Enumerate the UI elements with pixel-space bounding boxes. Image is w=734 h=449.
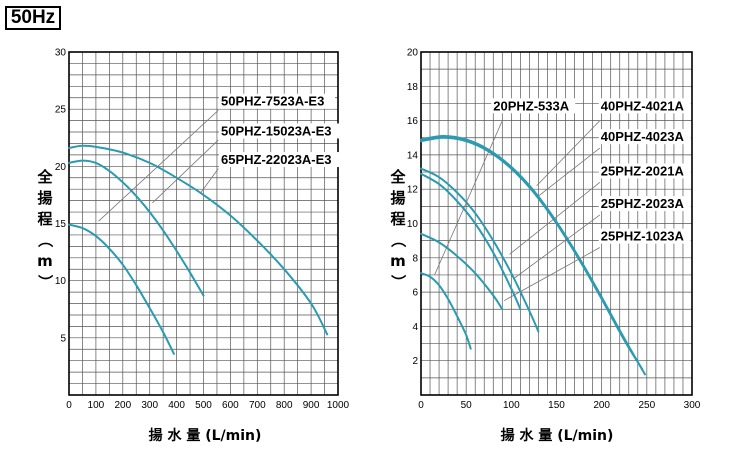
curve-20PHZ-533A [420, 272, 472, 350]
leader-line [536, 120, 601, 187]
leader-line [434, 120, 503, 276]
label-background [218, 93, 335, 109]
x-tick-label: 900 [303, 400, 320, 411]
curve-label: 25PHZ-2021A [601, 163, 685, 178]
x-tick-label: 150 [548, 400, 565, 411]
x-tick-label: 0 [418, 400, 424, 411]
x-tick-label: 300 [141, 400, 158, 411]
y-axis-label-char: 程 [37, 210, 52, 228]
x-tick-label: 1000 [327, 400, 350, 411]
y-tick-label: 5 [60, 333, 66, 344]
y-tick-label: 25 [55, 105, 67, 116]
x-tick-label: 500 [195, 400, 212, 411]
y-tick-label: 6 [412, 288, 418, 299]
label-background [598, 228, 691, 244]
y-tick-label: 20 [55, 162, 67, 173]
y-tick-label: 4 [412, 322, 418, 333]
leader-line [513, 214, 601, 279]
x-tick-label: 400 [168, 400, 185, 411]
label-background [598, 129, 691, 145]
leader-line [509, 182, 601, 255]
label-background [598, 196, 691, 212]
curve-label: 50PHZ-15023A-E3 [221, 123, 332, 138]
curve-label: 65PHZ-22023A-E3 [221, 152, 332, 167]
y-axis-label-char: m [37, 252, 53, 270]
grid-left [69, 52, 338, 395]
y-axis-label-char: 全 [389, 168, 406, 186]
y-axis-label-char: 揚 [390, 189, 405, 207]
frequency-badge: 50Hz [5, 6, 61, 30]
x-tick-label: 700 [249, 400, 266, 411]
x-tick-label: 0 [66, 400, 72, 411]
x-axis-label: 揚 水 量 (L/min) [149, 427, 262, 444]
y-tick-label: 8 [412, 253, 418, 264]
plot-frame-right [420, 51, 693, 396]
y-tick-label: 15 [55, 219, 67, 230]
x-tick-label: 200 [593, 400, 610, 411]
label-background [598, 163, 691, 179]
x-tick-label: 50 [461, 400, 473, 411]
y-tick-label: 14 [407, 150, 419, 161]
leader-line [98, 110, 219, 222]
chart-left: 0 100 200 300 400 500 600 700 800 900 1000 5 10 15 20 2… [36, 48, 350, 445]
leader-line [200, 168, 219, 193]
y-tick-label: 12 [407, 185, 419, 196]
y-axis-label-char: m [390, 252, 406, 270]
y-tick-label: 20 [407, 48, 419, 59]
y-axis-label-char: 程 [390, 210, 405, 228]
curve-25PHZ-2023A [420, 172, 522, 311]
x-tick-label: 100 [88, 400, 105, 411]
curve-25PHZ-1023A [420, 232, 504, 311]
y-axis-label-char: （ [36, 232, 54, 247]
curve-40PHZ-4023A [420, 134, 646, 376]
curve-label: 25PHZ-1023A [601, 229, 685, 244]
x-tick-label: 300 [684, 400, 701, 411]
x-tick-label: 100 [503, 400, 520, 411]
y-tick-label: 10 [55, 276, 67, 287]
y-axis-label-char: ） [36, 274, 54, 289]
y-tick-label: 2 [412, 356, 418, 367]
label-background [218, 123, 343, 139]
y-tick-label: 18 [407, 82, 419, 93]
leader-line [152, 139, 219, 204]
curve-50PHZ-7523A-E3 [68, 223, 175, 355]
y-tick-label: 16 [407, 116, 419, 127]
curve-label: 20PHZ-533A [493, 98, 569, 113]
y-tick-label: 30 [55, 48, 67, 59]
curve-25PHZ-2021A [420, 167, 540, 333]
y-axis-label-char: 全 [36, 168, 53, 186]
curve-label: 40PHZ-4021A [601, 98, 685, 113]
curve-label: 40PHZ-4023A [601, 129, 685, 144]
x-tick-label: 600 [222, 400, 239, 411]
label-background [218, 152, 343, 168]
plot-frame-left [68, 51, 339, 396]
curve-label: 50PHZ-7523A-E3 [221, 94, 324, 109]
label-background [491, 98, 576, 114]
y-axis-label-char: 揚 [37, 189, 52, 207]
leader-line [538, 147, 601, 197]
curve-65PHZ-22023A-E3 [68, 144, 329, 336]
chart-right: 0 50 100 150 200 250 300 2 4 6 8 10 12 14 16 18 20 全揚程 （ m ）… [389, 48, 701, 445]
curve-50PHZ-15023A-E3 [68, 159, 205, 297]
label-background [598, 98, 691, 114]
x-tick-label: 200 [114, 400, 131, 411]
y-tick-label: 10 [407, 219, 419, 230]
x-tick-label: 800 [276, 400, 293, 411]
y-axis-label-char: ） [389, 274, 407, 289]
y-axis-label-char: （ [389, 232, 407, 247]
leader-line [503, 247, 601, 302]
x-tick-label: 250 [638, 400, 655, 411]
x-axis-label: 揚 水 量 (L/min) [501, 427, 614, 444]
curve-label: 25PHZ-2023A [601, 196, 685, 211]
